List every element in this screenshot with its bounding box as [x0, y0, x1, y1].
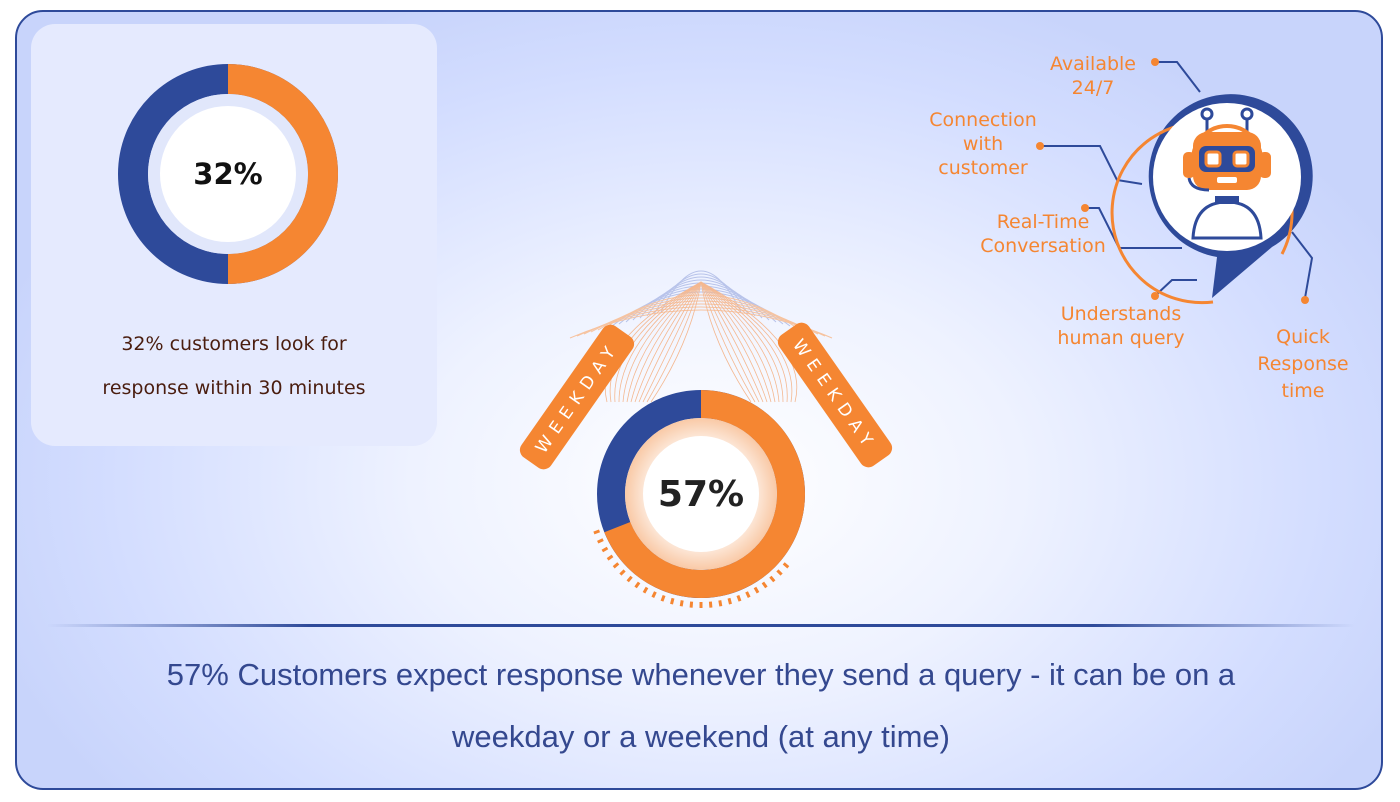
donut-chart-57: WEEKDAY WEEKDAY 57% [519, 270, 893, 608]
donut-57-ticks [593, 529, 790, 608]
donut-32-value-arc [227, 64, 338, 284]
feature-real-time-conversation: Real-Time Conversation [980, 211, 1106, 257]
feature-available-247: Available 24/7 [1049, 53, 1136, 99]
chatbot-diagram [1036, 58, 1314, 305]
caption-line-1: 32% customers look for [121, 333, 347, 355]
divider-line [47, 624, 1355, 627]
donut-57-value-arc [604, 390, 805, 598]
donut-32-caption: 32% customers look for response within 3… [31, 322, 437, 410]
feature-understands-human-query: Understands human query [1057, 303, 1185, 349]
feature-quick-response-time: Quick Response time [1257, 326, 1349, 402]
footer-line-2: weekday or a weekend (at any time) [452, 719, 950, 754]
donut-57-center [643, 436, 759, 552]
feature-connection-with-customer: Connection with customer [929, 109, 1037, 179]
connector-lines [1040, 61, 1314, 299]
donut-57-center-label: 57% [658, 474, 744, 515]
caption-line-2: response within 30 minutes [102, 377, 366, 399]
donut-32-center [160, 106, 296, 242]
robot-headset-icon [1183, 107, 1271, 240]
footer-line-1: 57% Customers expect response whenever t… [166, 657, 1236, 692]
donut-32-center-label: 32% [193, 157, 262, 191]
infographic-frame: 32% 32% customers look for response with… [15, 10, 1383, 790]
footer-statement: 57% Customers expect response whenever t… [57, 644, 1345, 768]
connector-dots [1036, 58, 1309, 304]
stat-card-32: 32% 32% customers look for response with… [31, 24, 437, 446]
donut-chart-32: 32% [118, 64, 338, 284]
